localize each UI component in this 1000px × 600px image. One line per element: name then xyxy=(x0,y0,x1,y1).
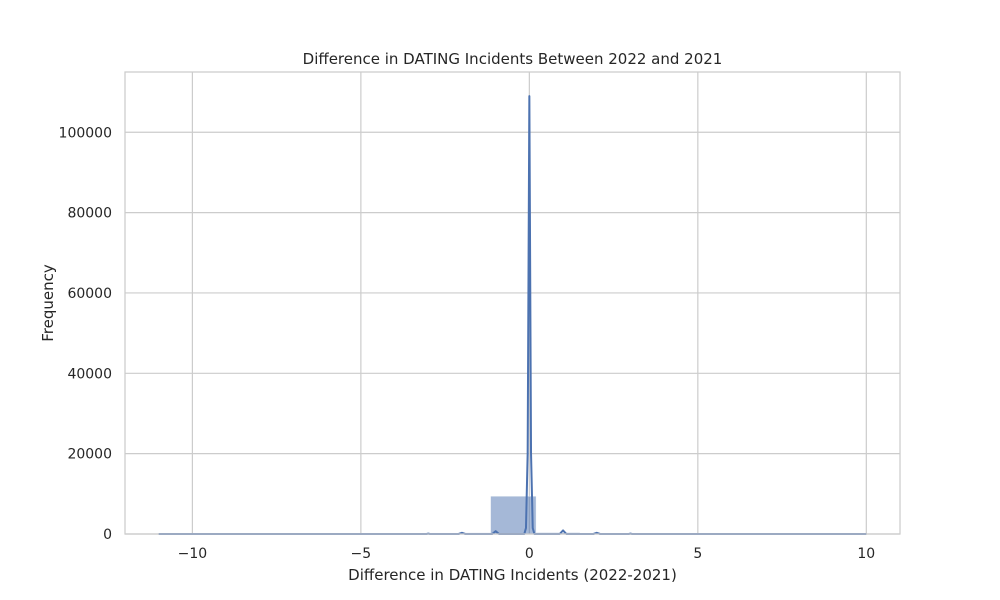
y-tick-label: 80000 xyxy=(67,206,112,222)
chart-title: Difference in DATING Incidents Between 2… xyxy=(303,50,723,68)
x-axis-label: Difference in DATING Incidents (2022-202… xyxy=(348,566,677,584)
y-tick-label: 0 xyxy=(103,527,112,543)
x-tick-label: −5 xyxy=(351,546,372,562)
x-tick-label: 0 xyxy=(525,546,534,562)
y-axis-label: Frequency xyxy=(39,264,57,342)
y-tick-label: 100000 xyxy=(59,125,112,141)
y-tick-label: 40000 xyxy=(67,366,112,382)
x-tick-label: 10 xyxy=(857,546,875,562)
histogram-bar xyxy=(491,496,536,534)
y-tick-label: 20000 xyxy=(67,447,112,463)
plot-area xyxy=(125,72,900,534)
x-tick-label: −10 xyxy=(178,546,208,562)
x-tick-label: 5 xyxy=(693,546,702,562)
y-tick-label: 60000 xyxy=(67,286,112,302)
